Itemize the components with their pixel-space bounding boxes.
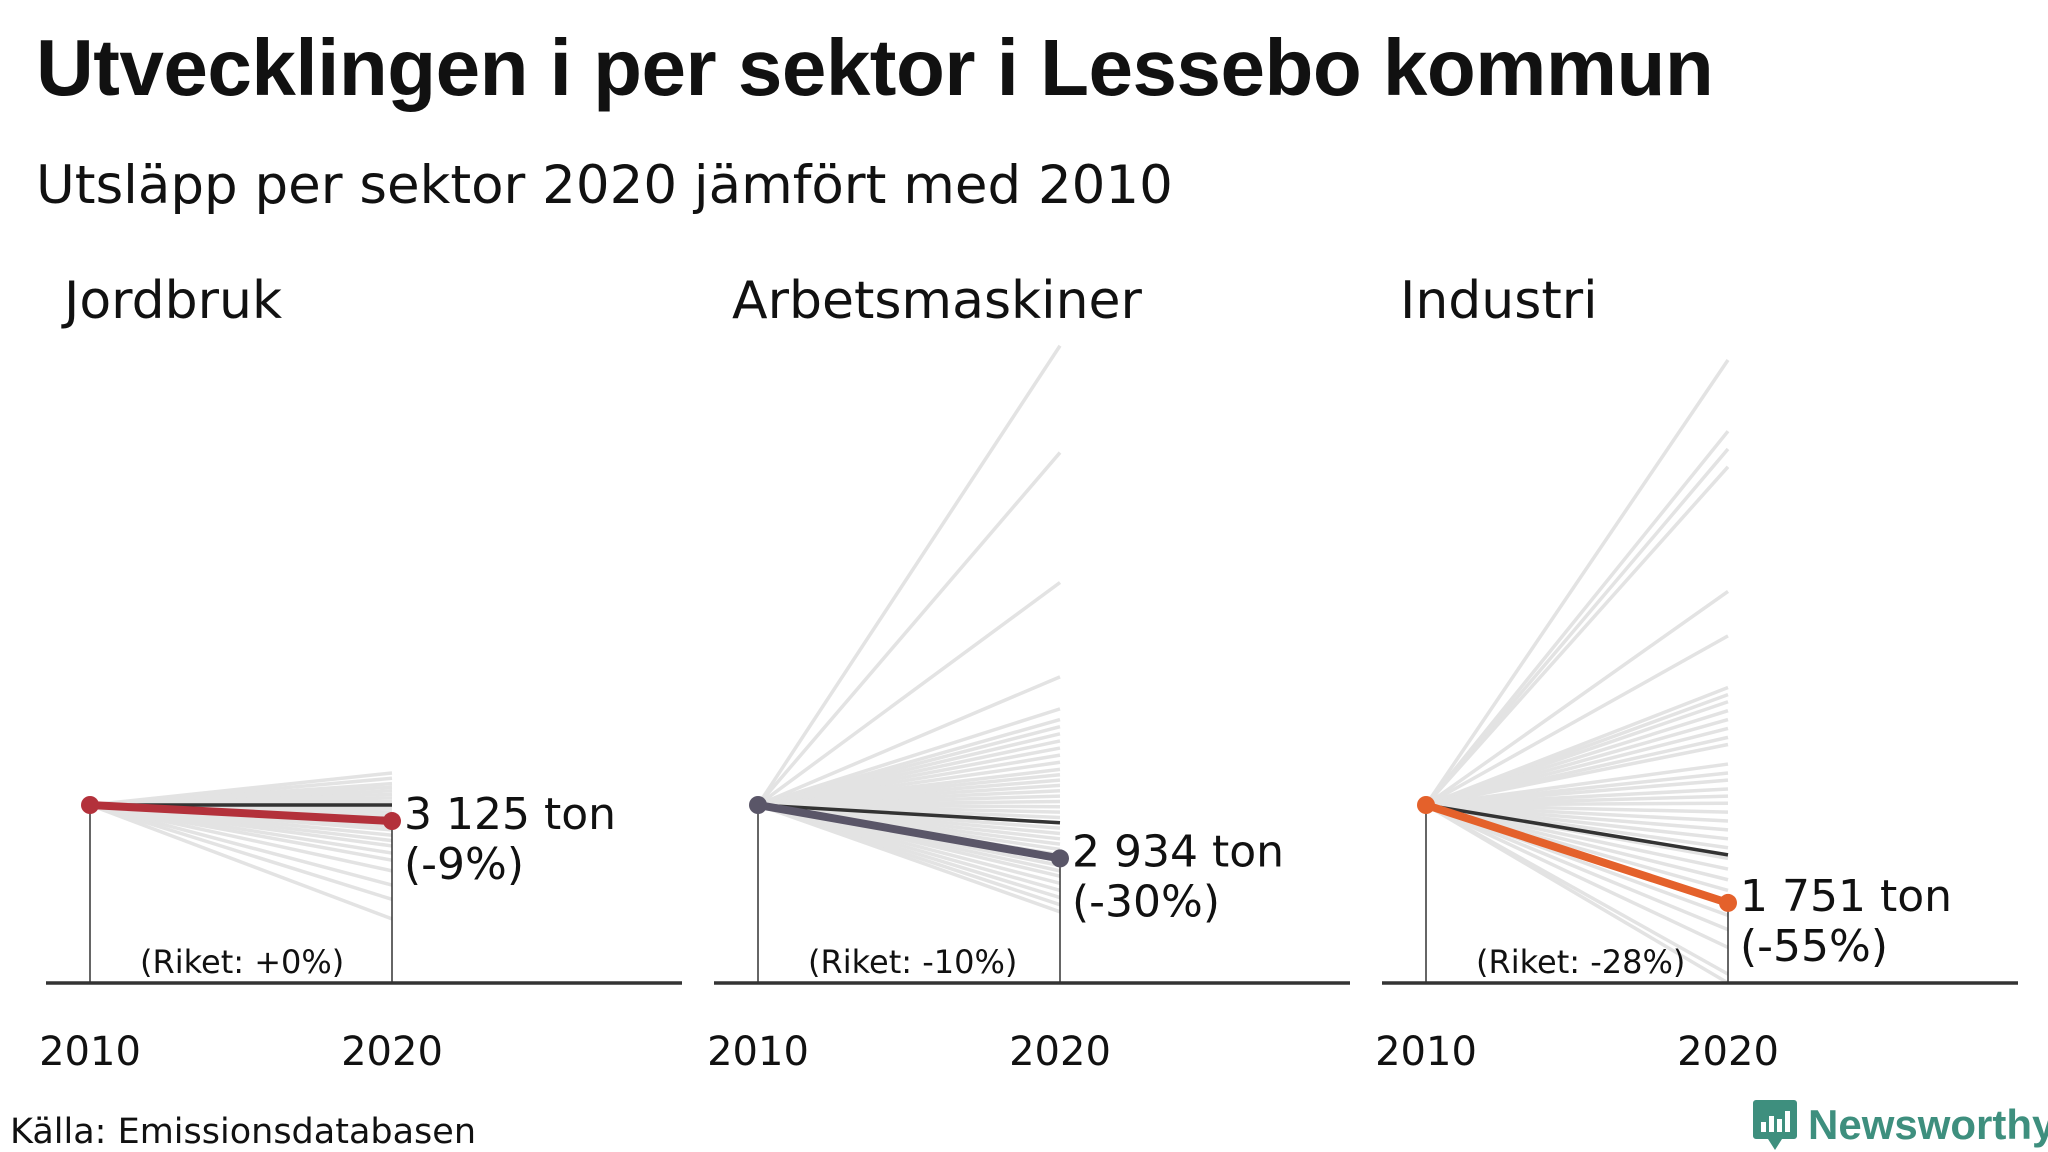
- other-municipality-line: [1424, 465, 1730, 807]
- other-municipality-line: [1425, 803, 1729, 932]
- other-municipality-line: [1425, 634, 1729, 807]
- x-tick-label: 2010: [707, 1029, 809, 1075]
- municipality-line: [1422, 801, 1732, 907]
- municipality-point-2010: [749, 796, 767, 814]
- other-municipality-line: [1424, 589, 1730, 807]
- source-note: Källa: Emissionsdatabasen: [10, 1112, 477, 1152]
- other-municipality-line: [89, 803, 393, 887]
- municipality-point-2020: [1051, 849, 1069, 868]
- change-label: (-55%): [1740, 921, 1888, 972]
- x-tick-label: 2010: [39, 1029, 141, 1075]
- municipality-line: [754, 801, 1064, 863]
- other-municipality-line: [756, 451, 1062, 807]
- national-line: [1425, 803, 1729, 857]
- other-municipality-line: [89, 803, 393, 921]
- other-municipality-line: [1424, 447, 1730, 807]
- municipality-point-2010: [81, 796, 99, 814]
- newsworthy-logo-icon: [1753, 1100, 1797, 1150]
- other-municipality-line: [756, 581, 1062, 807]
- panel-title: Industri: [1400, 271, 1598, 331]
- x-tick-label: 2020: [1009, 1029, 1111, 1075]
- other-municipality-line: [1425, 803, 1729, 985]
- municipality-point-2010: [1417, 796, 1435, 814]
- other-municipality-line: [756, 344, 1062, 806]
- value-2020-label: 1 751 ton: [1740, 871, 1952, 922]
- other-municipality-line: [757, 675, 1061, 807]
- newsworthy-logo: Newsworthy: [1752, 1098, 2048, 1152]
- other-municipality-line: [1425, 803, 1729, 949]
- change-label: (-9%): [404, 839, 524, 890]
- change-label: (-30%): [1072, 876, 1220, 927]
- x-tick-label: 2020: [1677, 1029, 1779, 1075]
- newsworthy-logo-text: Newsworthy: [1808, 1101, 2048, 1148]
- other-municipality-line: [1425, 742, 1729, 807]
- other-municipality-line: [1424, 430, 1730, 807]
- panel-title: Arbetsmaskiner: [732, 271, 1143, 331]
- national-label: (Riket: -28%): [1476, 943, 1685, 981]
- national-line: [757, 803, 1061, 825]
- panel-title: Jordbruk: [61, 271, 282, 331]
- value-2020-label: 3 125 ton: [404, 789, 616, 840]
- x-tick-label: 2020: [341, 1029, 443, 1075]
- municipality-point-2020: [383, 812, 401, 831]
- municipality-line: [86, 801, 396, 826]
- other-municipality-line: [1424, 359, 1730, 806]
- chart-subtitle: Utsläpp per sektor 2020 jämfört med 2010: [36, 155, 1173, 216]
- other-municipality-line: [89, 803, 393, 873]
- national-label: (Riket: +0%): [140, 943, 344, 981]
- chart-title: Utvecklingen i per sektor i Lessebo komm…: [36, 23, 1714, 112]
- other-municipality-line: [89, 803, 393, 902]
- municipality-point-2020: [1719, 893, 1737, 912]
- other-municipality-line: [757, 803, 1061, 914]
- value-2020-label: 2 934 ton: [1072, 826, 1284, 877]
- x-tick-label: 2010: [1375, 1029, 1477, 1075]
- national-label: (Riket: -10%): [808, 943, 1017, 981]
